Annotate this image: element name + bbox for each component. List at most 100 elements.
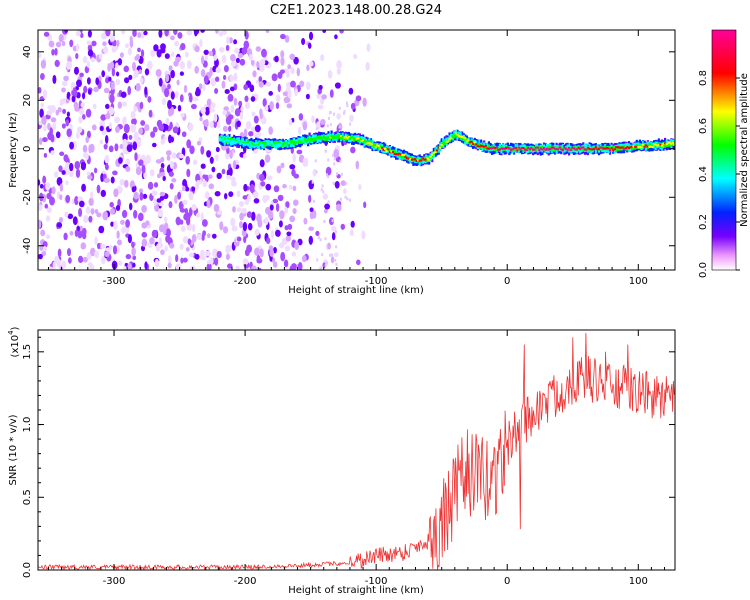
ridge-cell <box>415 160 418 162</box>
ridge-cell <box>399 153 402 158</box>
noise-dot <box>346 104 349 108</box>
ridge-cell <box>313 138 316 142</box>
colorbar-ticks: 0.0 0.2 0.4 0.6 0.8 <box>698 70 740 278</box>
ridge-cell <box>318 136 321 142</box>
noise-dot <box>285 235 291 242</box>
noise-dot <box>186 60 192 69</box>
noise-dot <box>88 197 94 206</box>
noise-dot <box>212 65 217 73</box>
noise-dot <box>353 54 358 60</box>
colorbar-tick-label: 0.6 <box>698 118 709 134</box>
noise-dot <box>330 256 335 264</box>
ridge-cell <box>588 144 591 151</box>
ridge-cell <box>292 140 295 143</box>
spectrogram-plot-area <box>38 30 675 270</box>
ridge-cell <box>373 144 376 149</box>
noise-dot <box>105 77 110 84</box>
noise-dot <box>280 50 285 59</box>
noise-dot <box>331 232 336 241</box>
noise-dot <box>305 81 311 91</box>
ridge-cell <box>642 143 645 146</box>
ridge-cell <box>314 138 317 141</box>
ridge-cell <box>585 144 588 151</box>
noise-dot <box>287 223 293 230</box>
noise-dot <box>155 69 162 77</box>
ridge-cell <box>272 144 275 147</box>
ridge-cell <box>273 142 277 145</box>
noise-dot <box>81 114 86 120</box>
noise-dot <box>334 82 341 89</box>
noise-dot <box>120 30 126 35</box>
ridge-cell <box>294 141 297 144</box>
noise-dot <box>322 30 327 34</box>
noise-dot <box>39 108 44 118</box>
noise-dot <box>308 226 315 231</box>
noise-dot <box>293 56 299 65</box>
noise-dot <box>156 49 162 58</box>
noise-dot <box>122 101 127 107</box>
ridge-cell <box>410 156 413 161</box>
ridge-cell <box>583 148 586 151</box>
ridge-cell <box>445 140 448 143</box>
noise-dot <box>324 263 327 267</box>
ridge-cell <box>264 141 267 144</box>
noise-dot <box>236 120 242 128</box>
noise-dot <box>234 108 241 117</box>
ridge-cell <box>332 137 335 140</box>
noise-dot <box>365 61 371 71</box>
noise-dot <box>227 114 234 120</box>
noise-dot <box>215 30 219 34</box>
ridge-cell <box>434 151 437 154</box>
ridge-cell <box>478 145 481 148</box>
noise-dot <box>260 181 266 187</box>
noise-dot <box>135 166 142 176</box>
noise-dot <box>322 190 325 194</box>
noise-dot <box>50 117 57 123</box>
noise-dot <box>162 175 166 182</box>
ridge-cell <box>382 149 385 151</box>
ridge-cell <box>327 137 330 140</box>
noise-dot <box>163 136 167 141</box>
ridge-cell <box>563 146 566 149</box>
noise-dot <box>140 49 145 58</box>
ridge-cell <box>483 145 486 148</box>
noise-dot <box>43 124 47 132</box>
noise-dot <box>204 106 210 116</box>
noise-dot <box>162 98 166 105</box>
noise-dot <box>43 153 48 158</box>
ridge-cell <box>346 137 349 140</box>
noise-dot <box>248 131 254 137</box>
noise-dot <box>119 179 125 186</box>
ridge-cell <box>253 142 256 145</box>
ridge-cell <box>281 142 284 145</box>
noise-dot <box>108 145 114 153</box>
noise-dot <box>303 217 308 225</box>
noise-dot <box>234 47 240 54</box>
noise-dot <box>204 54 209 61</box>
noise-dot <box>246 211 252 218</box>
noise-dot <box>205 250 211 257</box>
noise-dot <box>182 199 188 206</box>
noise-dot <box>229 37 233 44</box>
noise-dot <box>125 166 131 172</box>
noise-dot <box>324 237 327 241</box>
noise-dot <box>108 76 112 82</box>
noise-dot <box>266 175 273 181</box>
ridge-cell <box>398 152 401 155</box>
noise-dot <box>288 184 293 190</box>
noise-dot <box>229 149 233 159</box>
noise-dot <box>89 247 96 257</box>
ridge-cell <box>336 134 339 137</box>
noise-dot <box>289 53 296 61</box>
ridge-cell <box>357 138 360 143</box>
ridge-cell <box>218 137 222 140</box>
ridge-cell <box>330 134 333 137</box>
noise-dot <box>127 85 132 96</box>
noise-dot <box>38 137 43 145</box>
noise-dot <box>250 96 256 102</box>
noise-dot <box>203 75 209 84</box>
noise-dot <box>185 212 191 220</box>
noise-dot <box>81 162 87 168</box>
